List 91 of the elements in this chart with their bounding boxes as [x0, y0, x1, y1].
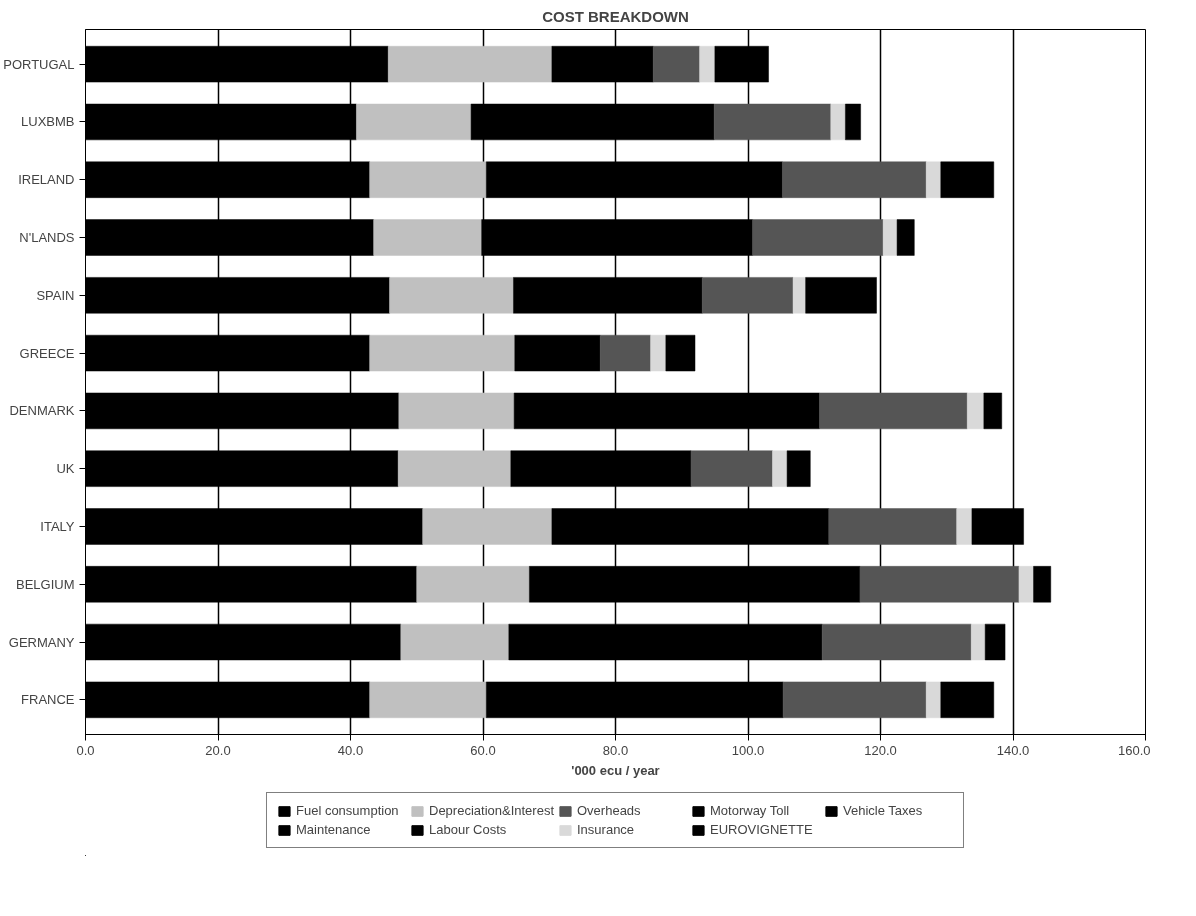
y-tick-label: UK: [56, 461, 75, 477]
bar: [828, 508, 957, 545]
bar: [513, 277, 703, 314]
bar: [782, 681, 927, 718]
bar: [752, 219, 884, 256]
bar: [896, 219, 915, 256]
x-tick-label: 20.0: [205, 742, 231, 758]
y-tick-label: GREECE: [19, 345, 75, 361]
bar: [470, 103, 715, 141]
bar: [422, 508, 553, 545]
bar: [1033, 566, 1052, 603]
bar: [940, 161, 995, 198]
bar: [369, 161, 487, 198]
bar: [690, 450, 773, 487]
x-axis-title: '000 ecu / year: [571, 762, 660, 778]
bar: [792, 277, 806, 314]
bar: [514, 334, 601, 372]
x-tick-label: 40.0: [337, 742, 364, 758]
bar: [398, 392, 515, 430]
legend-label: Fuel consumption: [295, 803, 400, 818]
bar: [984, 623, 1006, 661]
bar: [845, 103, 861, 141]
y-tick-label: FRANCE: [21, 692, 75, 708]
bar: [551, 508, 830, 545]
bar: [925, 161, 942, 198]
bar: [702, 277, 794, 314]
bar: [782, 161, 927, 198]
bar: [400, 623, 510, 661]
bar: [925, 681, 942, 718]
y-tick-label: SPAIN: [36, 287, 75, 303]
bar: [967, 392, 985, 430]
bar: [805, 277, 877, 314]
legend-label: Maintenance: [295, 822, 372, 837]
bar: [416, 566, 530, 603]
x-tick-label: 80.0: [602, 742, 629, 758]
y-tick-label: N'LANDS: [19, 230, 75, 246]
bar: [882, 219, 898, 256]
bar: [529, 566, 861, 603]
bar: [821, 623, 972, 661]
bar: [699, 46, 716, 83]
bar: [508, 623, 823, 661]
bar: [486, 681, 784, 718]
legend-label: Motorway Toll: [710, 803, 791, 818]
bar: [486, 161, 783, 198]
legend-label: Depreciation&Interest: [428, 803, 555, 818]
legend-label: EUROVIGNETTE: [710, 822, 814, 837]
bar: [714, 46, 769, 83]
bar: [600, 334, 651, 372]
y-tick-label: ITALY: [40, 518, 75, 534]
y-tick-label: PORTUGAL: [3, 56, 75, 72]
bar: [388, 46, 553, 83]
bar: [956, 508, 973, 545]
legend-label: Vehicle Taxes: [843, 803, 924, 818]
y-tick-label: LUXBMB: [21, 114, 75, 130]
chart-title: COST BREAKDOWN: [542, 7, 689, 25]
bar: [481, 219, 753, 256]
bar: [551, 46, 654, 83]
bar: [971, 623, 986, 661]
bar: [650, 334, 667, 372]
x-tick-label: 100.0: [731, 742, 765, 758]
bar: [713, 103, 832, 141]
bar: [369, 334, 516, 372]
bar: [830, 103, 846, 141]
bar: [665, 334, 696, 372]
x-tick-label: 60.0: [470, 742, 496, 758]
bar: [389, 277, 514, 314]
y-tick-label: DENMARK: [9, 403, 75, 419]
bar: [819, 392, 968, 430]
x-tick-label: 0.0: [76, 742, 95, 758]
bar: [1018, 566, 1034, 603]
bar: [983, 392, 1002, 430]
legend-label: Labour Costs: [428, 822, 508, 837]
x-tick-label: 160.0: [1117, 742, 1151, 758]
bar: [373, 219, 482, 256]
bar: [653, 46, 700, 83]
bar: [786, 450, 811, 487]
legend-label: Insurance: [577, 822, 636, 837]
bar: [356, 103, 472, 141]
legend-label: Overheads: [577, 803, 642, 818]
bar: [513, 392, 820, 430]
x-tick-label: 120.0: [864, 742, 897, 758]
y-tick-label: GERMANY: [8, 634, 75, 650]
bar: [859, 566, 1020, 603]
bar: [510, 450, 692, 487]
bar: [397, 450, 512, 487]
bar: [772, 450, 788, 487]
y-tick-label: IRELAND: [18, 172, 75, 188]
y-tick-label: BELGIUM: [15, 576, 75, 592]
bar: [369, 681, 487, 718]
x-tick-label: 140.0: [996, 742, 1030, 758]
bar: [940, 681, 995, 718]
